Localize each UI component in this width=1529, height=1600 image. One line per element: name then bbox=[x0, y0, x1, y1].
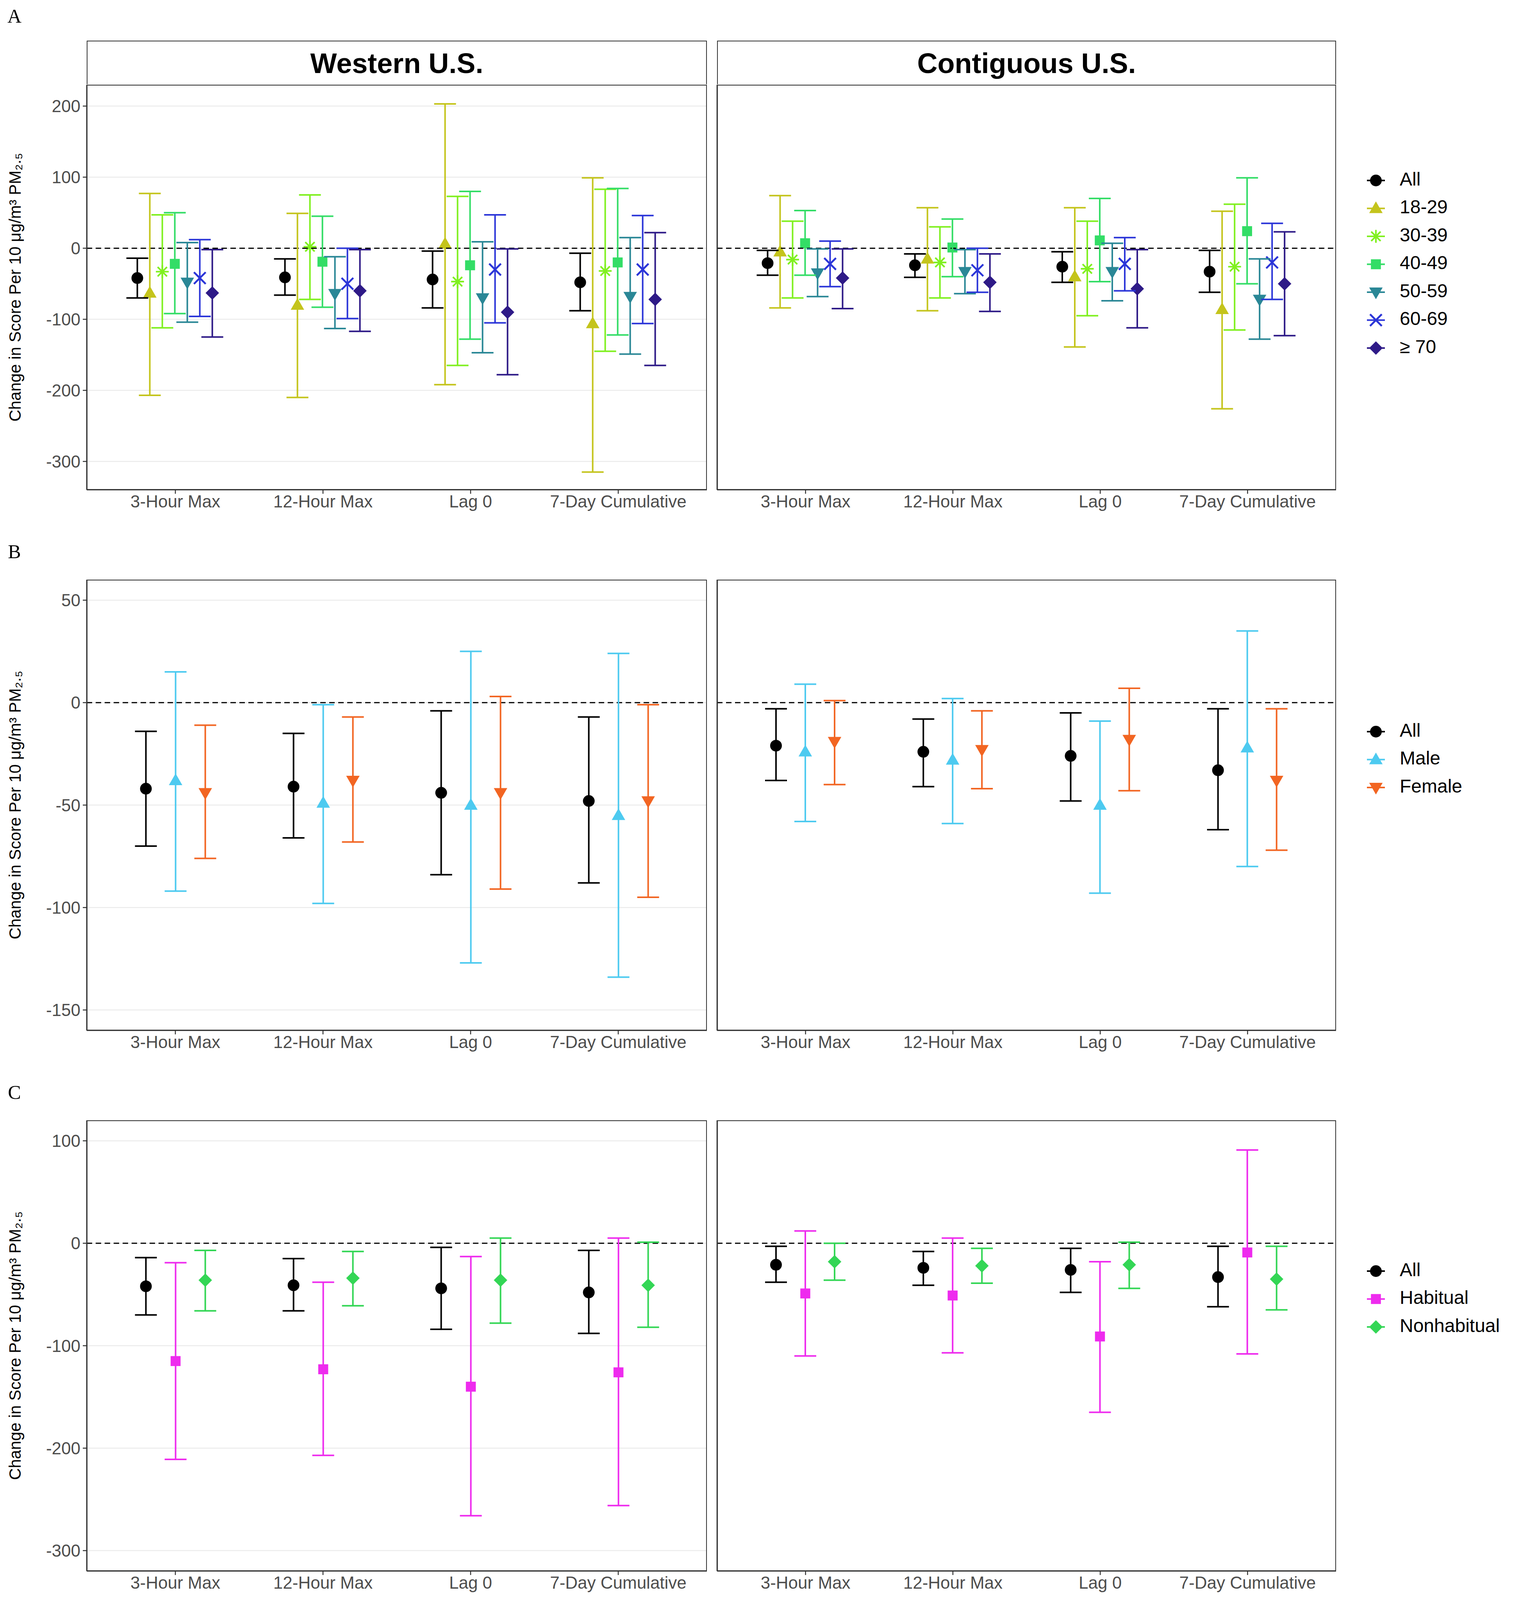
svg-text:3-Hour Max: 3-Hour Max bbox=[130, 491, 221, 511]
svg-text:-100: -100 bbox=[46, 1336, 81, 1356]
svg-text:Lag 0: Lag 0 bbox=[449, 1032, 493, 1052]
svg-text:0: 0 bbox=[71, 692, 81, 712]
html-text:Contiguous U.S.: Contiguous U.S. bbox=[917, 47, 1136, 79]
svg-text:B: B bbox=[7, 540, 21, 563]
svg-text:3-Hour Max: 3-Hour Max bbox=[760, 1572, 851, 1592]
svg-text:Nonhabitual: Nonhabitual bbox=[1399, 1314, 1500, 1336]
svg-text:Lag 0: Lag 0 bbox=[449, 1572, 493, 1592]
svg-text:Lag 0: Lag 0 bbox=[1078, 491, 1122, 511]
svg-text:3-Hour Max: 3-Hour Max bbox=[130, 1032, 221, 1052]
svg-text:60-69: 60-69 bbox=[1399, 308, 1448, 329]
svg-text:7-Day Cumulative: 7-Day Cumulative bbox=[1179, 491, 1317, 511]
svg-text:-100: -100 bbox=[46, 309, 81, 329]
svg-text:Lag 0: Lag 0 bbox=[449, 491, 493, 511]
svg-text:C: C bbox=[7, 1081, 21, 1103]
svg-text:7-Day Cumulative: 7-Day Cumulative bbox=[549, 1572, 687, 1592]
svg-text:3-Hour Max: 3-Hour Max bbox=[760, 1032, 851, 1052]
svg-text:0: 0 bbox=[71, 1233, 81, 1253]
html-text:Western U.S.: Western U.S. bbox=[310, 47, 484, 79]
svg-text:50-59: 50-59 bbox=[1399, 280, 1448, 302]
svg-text:Change in Score Per 10 μg/m³ P: Change in Score Per 10 μg/m³ PM₂.₅ bbox=[5, 670, 25, 940]
svg-text:200: 200 bbox=[51, 96, 81, 116]
svg-text:Habitual: Habitual bbox=[1399, 1286, 1469, 1308]
svg-text:3-Hour Max: 3-Hour Max bbox=[130, 1572, 221, 1592]
svg-text:12-Hour Max: 12-Hour Max bbox=[273, 1032, 373, 1052]
svg-text:A: A bbox=[7, 5, 22, 27]
svg-text:12-Hour Max: 12-Hour Max bbox=[903, 491, 1003, 511]
svg-text:-50: -50 bbox=[55, 795, 81, 815]
svg-text:≥ 70: ≥ 70 bbox=[1399, 336, 1437, 357]
svg-text:Male: Male bbox=[1399, 747, 1441, 769]
svg-text:7-Day Cumulative: 7-Day Cumulative bbox=[549, 491, 687, 511]
svg-text:30-39: 30-39 bbox=[1399, 224, 1448, 246]
svg-text:3-Hour Max: 3-Hour Max bbox=[760, 491, 851, 511]
svg-text:18-29: 18-29 bbox=[1399, 196, 1448, 218]
svg-text:12-Hour Max: 12-Hour Max bbox=[273, 491, 373, 511]
svg-text:Lag 0: Lag 0 bbox=[1078, 1032, 1122, 1052]
svg-text:7-Day Cumulative: 7-Day Cumulative bbox=[1179, 1572, 1317, 1592]
svg-text:40-49: 40-49 bbox=[1399, 252, 1448, 273]
svg-text:-100: -100 bbox=[46, 897, 81, 918]
svg-text:100: 100 bbox=[51, 1131, 81, 1151]
svg-text:-300: -300 bbox=[46, 1540, 81, 1560]
svg-text:-200: -200 bbox=[46, 380, 81, 400]
svg-text:0: 0 bbox=[71, 238, 81, 258]
svg-text:Change in Score Per 10 μg/m³ P: Change in Score Per 10 μg/m³ PM₂.₅ bbox=[5, 1211, 25, 1480]
svg-text:50: 50 bbox=[61, 590, 81, 610]
svg-text:12-Hour Max: 12-Hour Max bbox=[903, 1572, 1003, 1592]
svg-text:Change in Score Per 10 μg/m³ P: Change in Score Per 10 μg/m³ PM₂.₅ bbox=[5, 153, 25, 422]
svg-text:-150: -150 bbox=[46, 1000, 81, 1020]
svg-text:7-Day Cumulative: 7-Day Cumulative bbox=[1179, 1032, 1317, 1052]
svg-text:100: 100 bbox=[51, 167, 81, 187]
svg-text:7-Day Cumulative: 7-Day Cumulative bbox=[549, 1032, 687, 1052]
svg-text:All: All bbox=[1399, 719, 1421, 741]
svg-text:-300: -300 bbox=[46, 451, 81, 472]
svg-text:Lag 0: Lag 0 bbox=[1078, 1572, 1122, 1592]
svg-text:All: All bbox=[1399, 1259, 1421, 1280]
svg-text:12-Hour Max: 12-Hour Max bbox=[903, 1032, 1003, 1052]
svg-text:All: All bbox=[1399, 168, 1421, 190]
svg-text:Female: Female bbox=[1399, 775, 1463, 797]
svg-text:12-Hour Max: 12-Hour Max bbox=[273, 1572, 373, 1592]
svg-text:-200: -200 bbox=[46, 1438, 81, 1458]
